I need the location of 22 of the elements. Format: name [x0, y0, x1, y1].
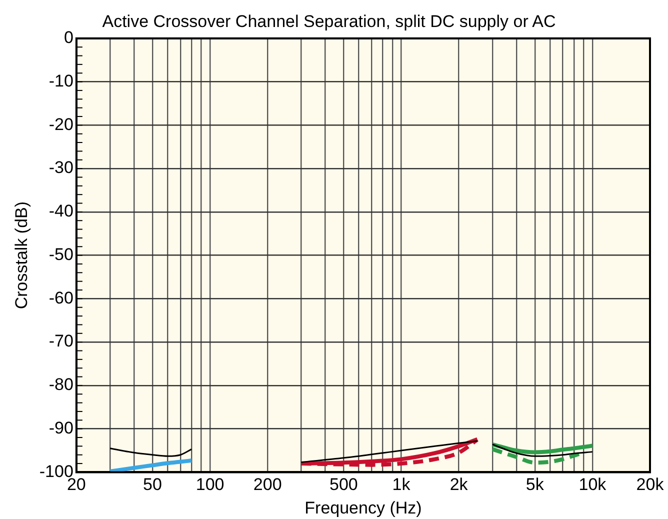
y-tick-label: -50: [48, 244, 74, 264]
y-tick-label: -60: [48, 288, 74, 308]
x-tick-label: 20k: [636, 475, 664, 494]
y-tick-label: -10: [48, 71, 74, 90]
x-tick-label: 500: [330, 475, 358, 494]
x-tick-label: 5k: [526, 475, 544, 494]
y-tick-label: -80: [48, 375, 74, 394]
y-tick-label: -30: [48, 158, 74, 178]
x-tick-label: 200: [253, 475, 282, 494]
y-tick-label: -70: [48, 332, 74, 351]
x-axis-title: Frequency (Hz): [304, 498, 422, 518]
y-tick-label: -90: [48, 418, 74, 438]
chart-title: Active Crossover Channel Separation, split DC supply or AC: [102, 12, 556, 31]
y-axis-title: Crosstalk (dB): [12, 201, 31, 310]
y-tick-label: -40: [48, 202, 74, 221]
x-tick-label: 10k: [578, 475, 607, 494]
y-tick-label: 0: [64, 28, 74, 48]
x-tick-label: 100: [196, 475, 224, 494]
y-tick-label: -20: [48, 114, 74, 134]
x-tick-label: 2k: [450, 475, 468, 494]
x-tick-label: 1k: [392, 475, 411, 494]
x-tick-label: 50: [143, 475, 162, 494]
